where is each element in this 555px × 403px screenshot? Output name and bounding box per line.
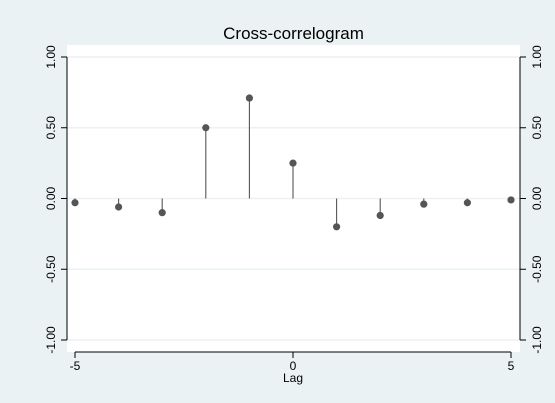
x-tick-label: 0 [290,359,297,373]
y-tick-label-left: -1.00 [44,326,58,354]
y-tick-label-right: 0.00 [530,186,544,210]
data-point [71,199,79,207]
y-tick-label-left: 0.50 [44,116,58,140]
data-point [202,124,210,132]
x-axis-label: Lag [283,371,303,385]
data-point [463,199,471,207]
y-tick-label-left: 1.00 [44,45,58,69]
markers [71,94,515,231]
stems [74,98,512,227]
chart-title: Cross-correlogram [223,24,364,43]
data-point [158,209,166,217]
data-point [507,196,515,204]
y-tick-label-right: -0.50 [530,255,544,283]
y-tick-label-left: 0.00 [44,186,58,210]
data-point [376,211,384,220]
data-point [245,94,253,102]
y-tick-label-right: 1.00 [530,45,544,69]
data-point [333,223,341,231]
y-tick-label-right: 0.50 [530,116,544,140]
y-tick-label-right: -1.00 [530,326,544,354]
x-tick-label: 5 [508,359,515,373]
x-tick-label: -5 [70,359,81,373]
y-tick-label-left: -0.50 [44,255,58,283]
data-point [289,159,297,167]
data-point [115,203,123,211]
ticks: -1.00 -1.00 -0.50 -0.50 0.00 0.00 0.50 0.50 1.00… [44,45,544,373]
data-point [420,200,428,208]
